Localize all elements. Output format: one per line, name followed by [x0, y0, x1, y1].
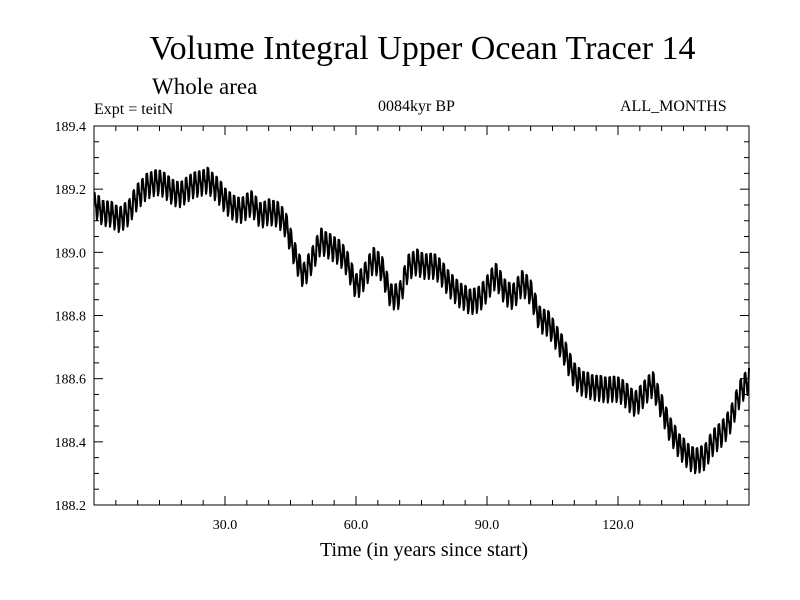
- x-tick-label: 90.0: [475, 518, 500, 533]
- y-tick-label: 188.2: [55, 499, 87, 514]
- x-axis-title: Time (in years since start): [320, 539, 528, 561]
- y-tick-label: 189.4: [55, 120, 87, 135]
- x-tick-label: 30.0: [213, 518, 238, 533]
- y-tick-label: 189.2: [55, 183, 87, 198]
- chart-title: Volume Integral Upper Ocean Tracer 14: [149, 30, 696, 67]
- axis-tick-labels: 30.0 60.0 90.0 120.0 188.2 188.4 188.6 188.8 189…: [55, 120, 634, 533]
- x-tick-label: 120.0: [602, 518, 634, 533]
- y-tick-label: 188.6: [55, 373, 87, 388]
- period-label: 0084kyr BP: [378, 98, 455, 115]
- series-line-tracer-14: [93, 166, 750, 475]
- chart-subtitle: Whole area: [152, 74, 258, 99]
- y-tick-label: 189.0: [55, 246, 87, 261]
- y-tick-label: 188.8: [55, 310, 87, 325]
- x-tick-label: 60.0: [344, 518, 369, 533]
- experiment-label: Expt = teitN: [94, 101, 174, 118]
- y-tick-label: 188.4: [55, 436, 87, 451]
- months-label: ALL_MONTHS: [620, 98, 727, 115]
